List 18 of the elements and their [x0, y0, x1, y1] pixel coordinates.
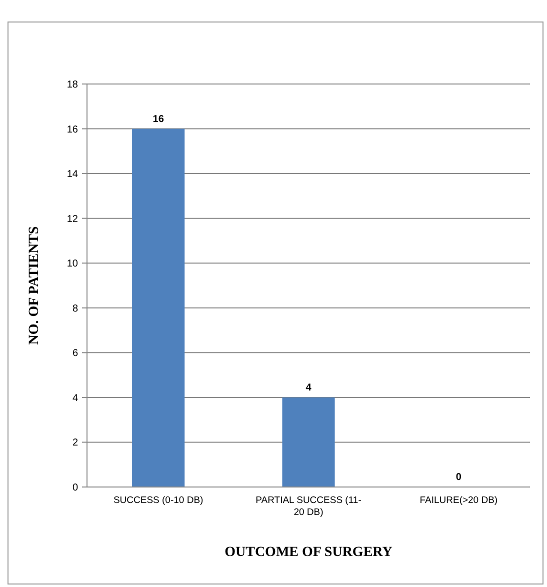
y-tick-label: 18 — [66, 80, 78, 90]
data-label: 4 — [306, 382, 312, 394]
y-tick-label: 14 — [66, 169, 78, 180]
x-tick-label: FAILURE(>20 DB) — [420, 495, 498, 506]
x-tick-label: SUCCESS (0-10 DB) — [113, 495, 204, 506]
y-tick-label: 16 — [66, 124, 78, 136]
y-tick-label: 10 — [66, 258, 78, 270]
data-label: 16 — [152, 114, 164, 125]
y-tick-label: 4 — [72, 392, 78, 404]
y-tick-label: 2 — [72, 438, 78, 449]
x-axis-title: OUTCOME OF SURGERY — [224, 545, 392, 560]
y-tick-label: 0 — [72, 482, 78, 494]
y-axis-title: NO. OF PATIENTS — [27, 226, 42, 345]
data-label: 0 — [456, 472, 462, 483]
y-tick-label: 12 — [66, 214, 78, 225]
x-tick-label: PARTIAL SUCCESS (11-20 DB) — [256, 495, 362, 518]
y-tick-label: 8 — [72, 303, 78, 314]
y-tick-label: 6 — [72, 348, 78, 360]
